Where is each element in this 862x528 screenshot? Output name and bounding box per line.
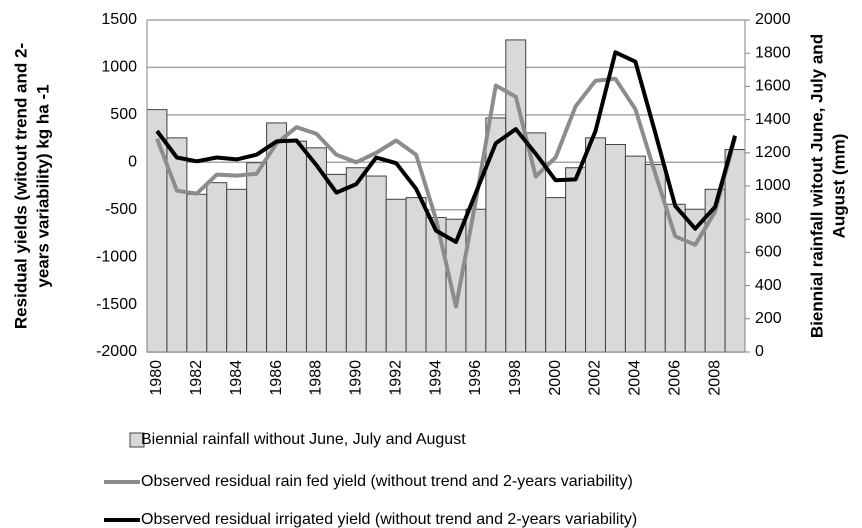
- bar: [585, 137, 606, 353]
- y2-tick-label: 2000: [755, 11, 791, 28]
- bar: [545, 197, 567, 353]
- line: [155, 50, 737, 244]
- x-tick-label: 1996: [467, 360, 484, 396]
- y2-tick-label: 0: [755, 343, 764, 360]
- x-tick-label: 1998: [507, 360, 524, 396]
- x-tick-label: 1992: [387, 360, 404, 396]
- y-axis-title: Residual yields (witout trend and 2-: [11, 43, 30, 329]
- y2-tick-label: 400: [755, 277, 782, 294]
- x-tick-label: 1994: [427, 360, 444, 396]
- line: [155, 76, 737, 309]
- legend-label: Observed residual rain fed yield (withou…: [141, 473, 633, 490]
- bar: [485, 117, 507, 353]
- legend-label: Observed residual irrigated yield (witho…: [141, 511, 637, 528]
- y2-tick-label: 800: [755, 210, 782, 227]
- y2-axis-title: August (mm): [829, 134, 848, 239]
- bar: [246, 162, 268, 353]
- bar: [405, 197, 427, 353]
- y2-tick-label: 200: [755, 310, 782, 327]
- bar: [206, 182, 228, 353]
- bar: [724, 148, 746, 353]
- bar: [286, 140, 307, 353]
- y2-axis-title: Biennial rainfall witout June, July and: [807, 34, 826, 338]
- y2-tick-label: 1200: [755, 144, 791, 161]
- legend-swatch: [129, 432, 145, 448]
- x-tick-label: 2002: [587, 360, 604, 396]
- bar: [226, 188, 248, 353]
- bar: [305, 147, 327, 353]
- bar: [624, 155, 646, 353]
- x-tick-label: 2000: [547, 360, 564, 396]
- y-tick-label: -2000: [96, 343, 137, 360]
- x-tick-label: 1982: [188, 360, 205, 396]
- bar: [664, 203, 686, 353]
- bar: [505, 39, 527, 353]
- bar: [425, 217, 447, 353]
- y2-tick-label: 1400: [755, 111, 791, 128]
- y-tick-label: 500: [110, 106, 137, 123]
- y-tick-label: 1000: [101, 59, 137, 76]
- y-tick-label: -1000: [96, 248, 137, 265]
- bar: [604, 144, 626, 353]
- legend-label: Biennial rainfall without June, July and…: [141, 431, 466, 448]
- y2-tick-label: 1800: [755, 44, 791, 61]
- y-tick-label: -1500: [96, 296, 137, 313]
- x-tick-label: 1980: [148, 360, 165, 396]
- x-tick-label: 1988: [308, 360, 325, 396]
- bar: [186, 193, 208, 353]
- y2-tick-label: 1000: [755, 177, 791, 194]
- y-tick-label: 1500: [101, 11, 137, 28]
- y2-tick-label: 1600: [755, 78, 791, 95]
- x-tick-label: 2006: [666, 360, 683, 396]
- bar: [345, 167, 367, 353]
- y-axis-title: years variability) kg ha -1: [33, 84, 52, 287]
- x-tick-label: 1990: [348, 360, 365, 396]
- bar: [565, 167, 587, 353]
- bar: [365, 175, 387, 353]
- x-tick-label: 2004: [627, 360, 644, 396]
- y-tick-label: -500: [105, 201, 137, 218]
- x-tick-label: 1986: [268, 360, 285, 396]
- bar: [325, 173, 347, 353]
- y2-tick-label: 600: [755, 244, 782, 261]
- y-tick-label: 0: [128, 154, 137, 171]
- x-tick-label: 2008: [706, 360, 723, 396]
- bar: [146, 109, 168, 353]
- bar: [385, 198, 407, 353]
- x-tick-label: 1984: [228, 360, 245, 396]
